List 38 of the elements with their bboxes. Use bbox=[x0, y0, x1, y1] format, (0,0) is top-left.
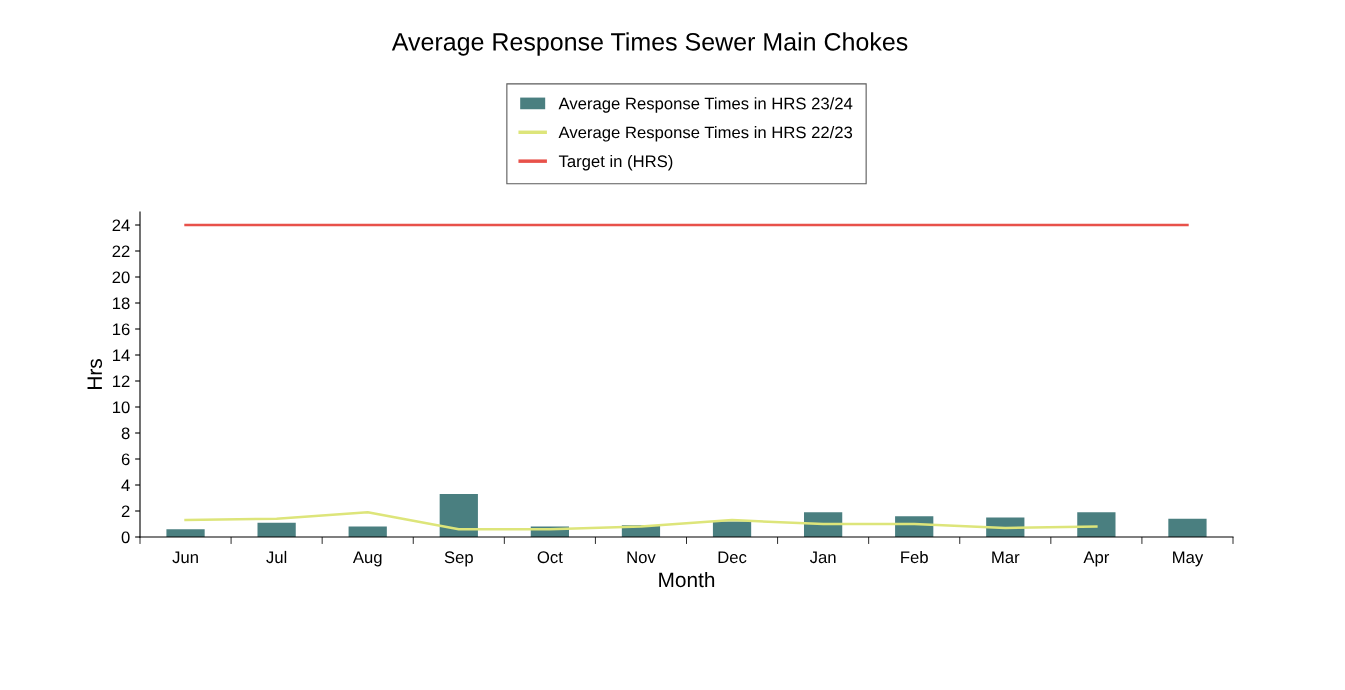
x-tick-label: Sep bbox=[444, 551, 473, 567]
y-tick-label: 10 bbox=[113, 401, 130, 414]
x-tick-label: Dec bbox=[718, 551, 747, 564]
bar bbox=[439, 494, 478, 537]
x-tick-label: May bbox=[1173, 551, 1204, 567]
y-tick-label: 22 bbox=[112, 245, 130, 258]
y-tick-label: 24 bbox=[112, 219, 130, 232]
legend-label: Average Response Times in HRS 22/23 bbox=[558, 126, 853, 142]
x-tick-label: Oct bbox=[537, 551, 563, 564]
bar bbox=[1077, 512, 1116, 537]
legend-label: Target in (HRS) bbox=[558, 154, 673, 171]
chart-title: Average Response Times Sewer Main Chokes bbox=[391, 32, 908, 56]
y-tick-label: 14 bbox=[113, 349, 130, 362]
bar bbox=[257, 522, 296, 537]
y-tick-label: 18 bbox=[113, 297, 130, 310]
y-tick-label: 2 bbox=[121, 505, 130, 518]
y-tick-label: 12 bbox=[113, 375, 130, 388]
x-tick-label: Nov bbox=[627, 551, 656, 564]
y-tick-label: 0 bbox=[121, 531, 130, 544]
y-tick-label: 4 bbox=[121, 479, 130, 492]
x-tick-label: Feb bbox=[901, 550, 928, 564]
x-tick-label: Jul bbox=[266, 550, 287, 564]
bar bbox=[712, 521, 752, 537]
y-tick-label: 16 bbox=[113, 323, 130, 336]
y-tick-label: 8 bbox=[121, 427, 130, 440]
x-axis-title: Month bbox=[659, 571, 715, 588]
line-series bbox=[184, 511, 1098, 531]
bar bbox=[1168, 518, 1207, 537]
x-tick-label: Apr bbox=[1083, 551, 1110, 567]
y-axis-title: Hrs bbox=[87, 359, 103, 389]
y-tick-label: 6 bbox=[121, 453, 130, 466]
x-tick-label: Jan bbox=[809, 551, 836, 564]
legend-label: Average Response Times in HRS 23/24 bbox=[558, 97, 853, 113]
bar bbox=[166, 529, 205, 537]
x-tick-label: Jun bbox=[172, 551, 198, 564]
x-tick-label: Aug bbox=[352, 551, 382, 567]
x-tick-label: Mar bbox=[992, 551, 1020, 564]
y-tick-label: 20 bbox=[112, 271, 130, 284]
